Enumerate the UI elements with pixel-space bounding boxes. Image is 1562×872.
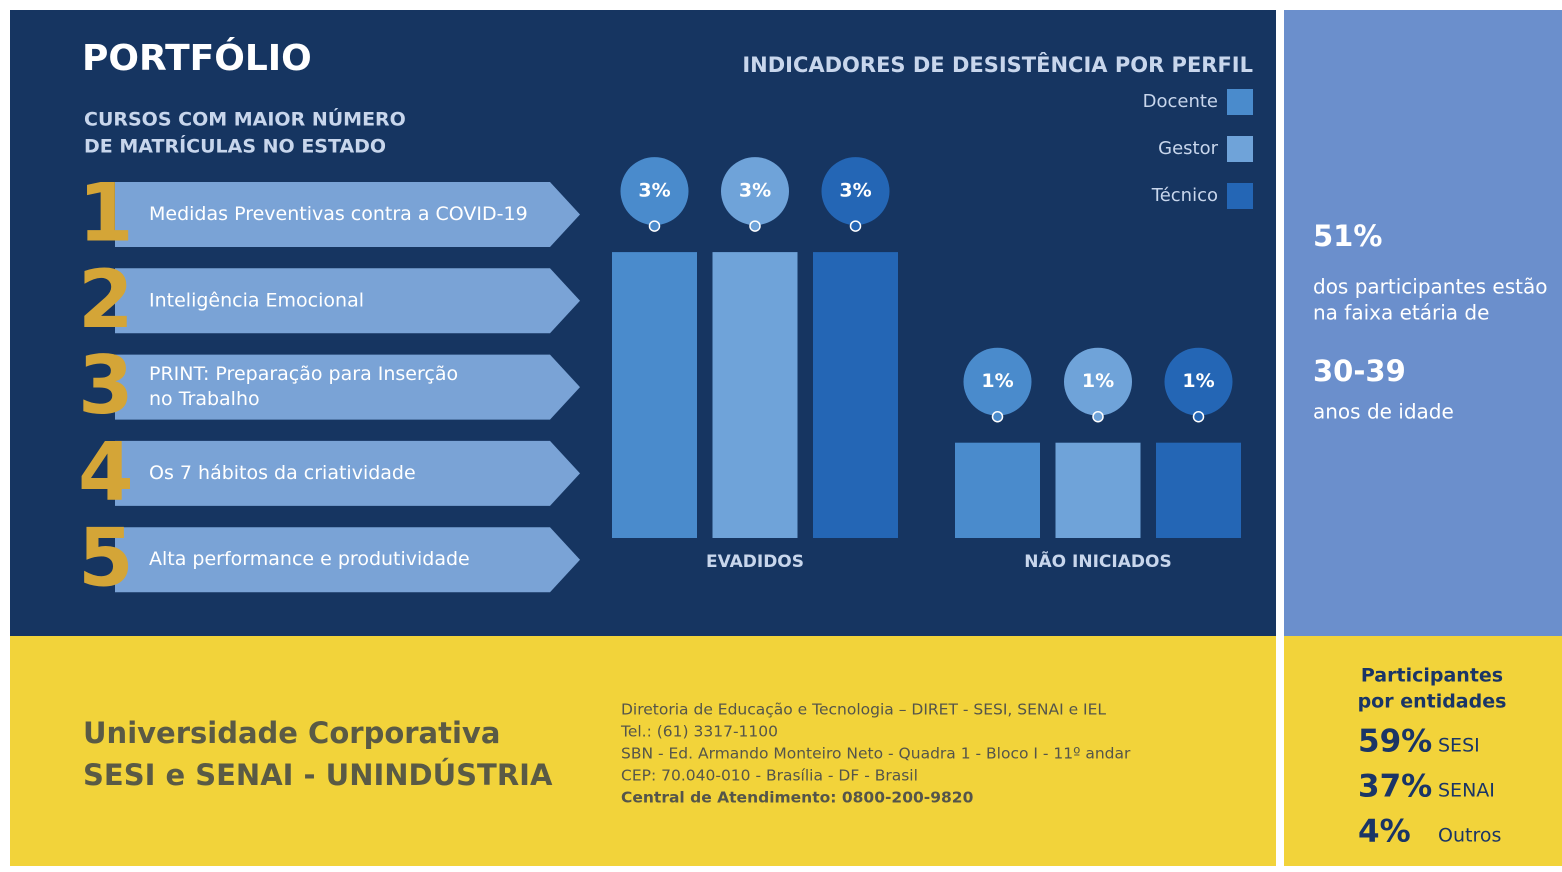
label-bubble (721, 157, 789, 226)
label-pin (749, 220, 761, 232)
label-pin (991, 410, 1004, 423)
label-bubble (1064, 347, 1132, 416)
value-label: 3% (839, 180, 871, 202)
legend-label: Gestor (1158, 138, 1218, 159)
x-tick-label: EVADIDOS (706, 552, 804, 572)
entity-name: Outros (1438, 825, 1501, 847)
course-number: 1 (78, 166, 134, 259)
value-label: 1% (1082, 370, 1114, 392)
age-text: na faixa etária de (1313, 301, 1489, 325)
entities-panel (1284, 636, 1562, 866)
course-arrow (115, 527, 580, 593)
title: PORTFÓLIO (82, 37, 312, 79)
label-bubble (963, 347, 1032, 416)
x-tick-label: NÃO INICIADOS (1024, 549, 1171, 572)
bar (1156, 442, 1241, 538)
age-range: 30-39 (1313, 354, 1406, 388)
address-line: Central de Atendimento: 0800-200-9820 (621, 789, 974, 807)
org-name: SESI e SENAI - UNINDÚSTRIA (83, 758, 553, 792)
label-pin (648, 220, 661, 232)
age-unit: anos de idade (1313, 400, 1454, 424)
course-arrow (115, 268, 580, 334)
course-arrow (115, 440, 580, 506)
entities-title: por entidades (1358, 691, 1507, 713)
age-panel (1284, 10, 1562, 636)
course-number: 4 (78, 425, 134, 518)
bar (955, 442, 1040, 538)
address-line: CEP: 70.040-010 - Brasília - DF - Brasil (621, 767, 918, 785)
value-label: 3% (739, 180, 771, 202)
bar (1055, 442, 1141, 538)
label-pin (1192, 410, 1205, 423)
legend-swatch (1227, 136, 1253, 162)
footer-panel (10, 636, 1276, 866)
legend-swatch (1227, 89, 1253, 115)
course-arrow (115, 354, 580, 420)
address-line: Tel.: (61) 3317-1100 (620, 723, 778, 741)
label-bubble (1164, 347, 1233, 416)
value-label: 3% (638, 180, 670, 202)
age-text: dos participantes estão (1313, 275, 1547, 299)
legend-label: Técnico (1151, 185, 1218, 206)
label-pin (1092, 410, 1104, 423)
course-number: 5 (78, 512, 134, 605)
course-arrow (115, 182, 580, 247)
chart-title: INDICADORES DE DESISTÊNCIA POR PERFIL (742, 52, 1253, 77)
entity-percent: 4% (1358, 814, 1411, 850)
course-label: Inteligência Emocional (149, 289, 364, 311)
entity-name: SESI (1438, 735, 1480, 757)
entities-title: Participantes (1361, 665, 1503, 687)
entity-name: SENAI (1438, 780, 1495, 802)
label-bubble (620, 157, 689, 226)
legend-swatch (1227, 183, 1253, 209)
label-pin (849, 220, 862, 232)
course-number: 3 (78, 339, 134, 432)
address-line: SBN - Ed. Armando Monteiro Neto - Quadra… (621, 745, 1131, 763)
bar (612, 252, 697, 538)
bar (712, 252, 798, 538)
address-line: Diretoria de Educação e Tecnologia – DIR… (621, 701, 1106, 719)
course-number: 2 (78, 253, 134, 346)
value-label: 1% (1182, 370, 1214, 392)
course-label: Os 7 hábitos da criatividade (149, 462, 416, 484)
course-label: no Trabalho (149, 388, 260, 410)
course-label: PRINT: Preparação para Inserção (149, 363, 458, 385)
entity-percent: 59% (1358, 724, 1432, 760)
bar (813, 252, 898, 538)
age-percent: 51% (1313, 219, 1382, 253)
course-label: Medidas Preventivas contra a COVID-19 (149, 203, 528, 225)
org-name: Universidade Corporativa (83, 716, 500, 750)
subtitle: DE MATRÍCULAS NO ESTADO (84, 135, 386, 158)
legend-label: Docente (1143, 91, 1218, 112)
subtitle: CURSOS COM MAIOR NÚMERO (84, 107, 406, 131)
course-label: Alta performance e produtividade (149, 548, 470, 570)
value-label: 1% (981, 370, 1013, 392)
label-bubble (821, 157, 890, 226)
entity-percent: 37% (1358, 769, 1432, 805)
